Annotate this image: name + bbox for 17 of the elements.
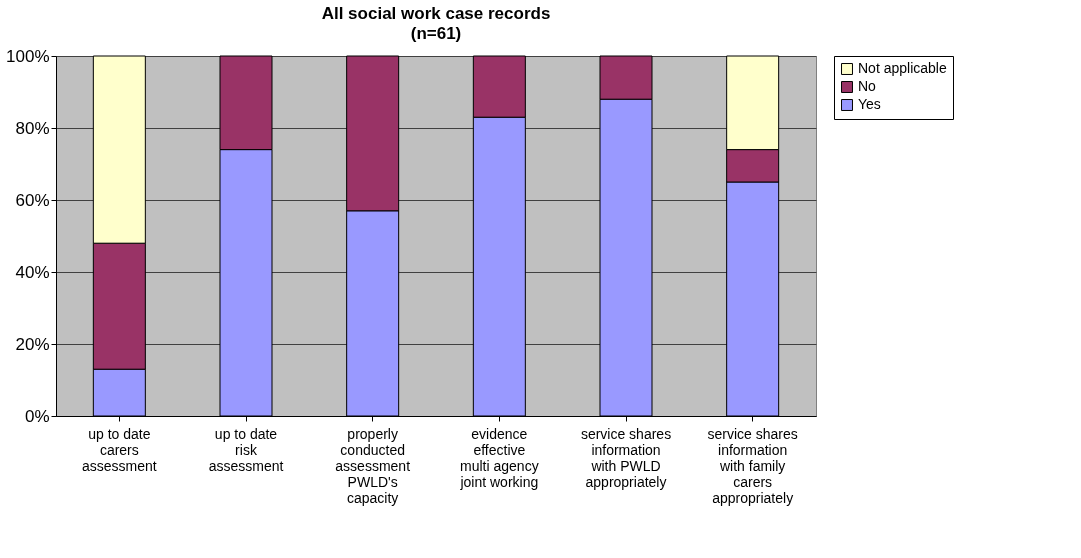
x-tick-label: up to date carers assessment bbox=[81, 425, 157, 474]
y-tick-label: 60% bbox=[15, 190, 50, 210]
x-tick-label: evidence effective multi agency joint working bbox=[459, 425, 539, 490]
y-tick-label: 80% bbox=[15, 118, 50, 138]
legend-label: No bbox=[858, 78, 877, 94]
x-tick-label: service shares information with family carers appropriately bbox=[707, 425, 798, 506]
y-tick-label: 40% bbox=[15, 262, 50, 282]
y-tick-label: 0% bbox=[24, 406, 50, 426]
y-tick-label: 20% bbox=[15, 334, 50, 354]
x-tick-label: properly conducted assessment PWLD's capacity bbox=[335, 425, 411, 506]
chart-title: All social work case records bbox=[321, 4, 551, 23]
y-tick-label: 100% bbox=[6, 46, 50, 66]
legend-label: Not applicable bbox=[858, 60, 947, 76]
x-tick-label: up to date risk assessment bbox=[208, 425, 284, 474]
x-tick-label: service shares information with PWLD appropriately bbox=[580, 425, 672, 490]
chart-subtitle: (n=61) bbox=[410, 24, 462, 43]
legend-label: Yes bbox=[858, 96, 881, 112]
